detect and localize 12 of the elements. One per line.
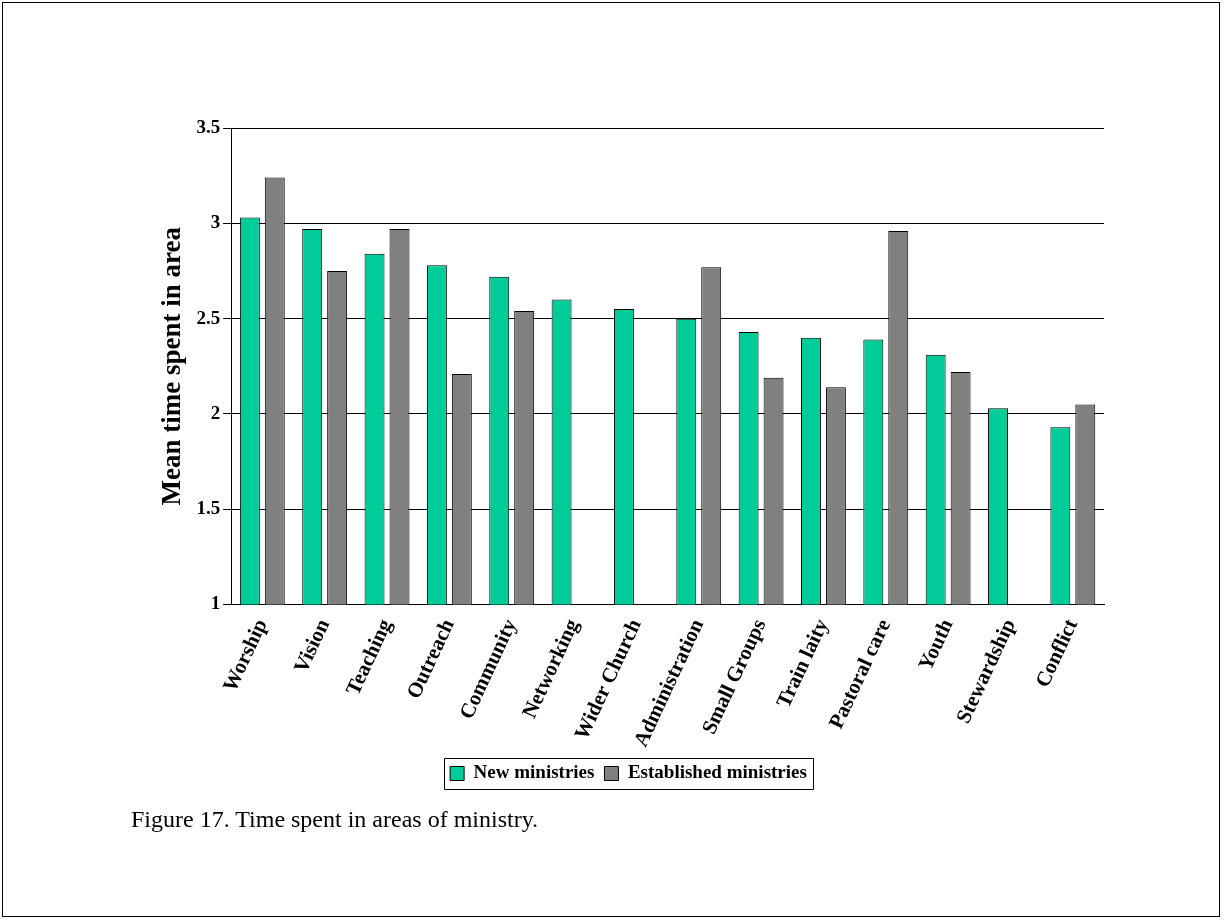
y-tick-label: 3 xyxy=(210,211,221,233)
x-tick-label: Train laity xyxy=(771,614,834,712)
y-tick-label: 3.5 xyxy=(196,115,221,137)
y-tick-label: 1 xyxy=(210,592,221,614)
y-tick-label: 2.5 xyxy=(196,306,221,328)
legend-label: New ministries xyxy=(473,761,595,783)
x-tick-label: Youth xyxy=(913,614,958,674)
y-tick-label: 1.5 xyxy=(196,497,221,519)
y-tick-label: 2 xyxy=(210,401,221,423)
y-axis-title: Mean time spent in area xyxy=(156,226,187,506)
caption: Figure 17. Time spent in areas of ministry. xyxy=(131,806,539,833)
legend-label: Established ministries xyxy=(627,761,807,783)
